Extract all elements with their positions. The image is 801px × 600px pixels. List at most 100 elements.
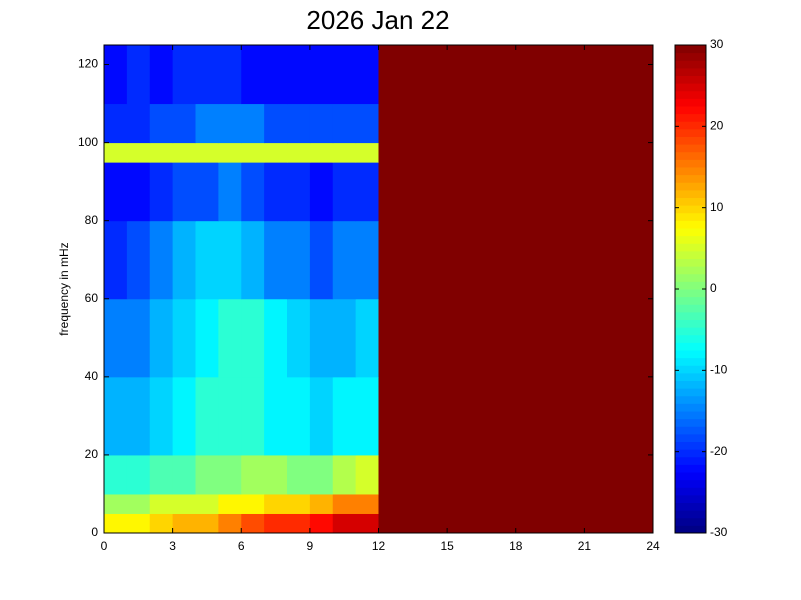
heatmap-cell <box>378 142 402 163</box>
heatmap-cell <box>401 493 425 514</box>
colorbar-swatch <box>675 98 706 107</box>
heatmap-cell <box>607 103 631 144</box>
heatmap-cell <box>607 220 631 300</box>
heatmap-cell <box>172 220 196 300</box>
heatmap-cell <box>561 45 585 105</box>
heatmap-cell <box>218 298 242 378</box>
heatmap-cell <box>492 103 517 144</box>
heatmap-cell <box>630 454 654 495</box>
colorbar-swatch <box>675 228 706 237</box>
colorbar-swatch <box>675 250 706 259</box>
colorbar-swatch <box>675 90 706 99</box>
colorbar-tick-label: -20 <box>710 444 728 458</box>
heatmap-cell <box>218 376 242 456</box>
x-tick-label: 6 <box>238 539 245 553</box>
heatmap-cell <box>470 142 494 163</box>
heatmap-cell <box>607 298 631 378</box>
colorbar-tick-label: 20 <box>710 119 724 133</box>
heatmap-cell <box>287 298 311 378</box>
heatmap-cell <box>584 220 608 300</box>
heatmap-cell <box>309 162 334 222</box>
heatmap-cell <box>401 162 425 222</box>
colorbar-swatch <box>675 159 706 168</box>
colorbar-swatch <box>675 449 706 458</box>
colorbar-swatch <box>675 189 706 198</box>
heatmap-cell <box>332 142 357 163</box>
heatmap-cell <box>332 298 357 378</box>
heatmap-cell <box>607 493 631 514</box>
colorbar-swatch <box>675 281 706 290</box>
heatmap-cell <box>264 103 288 144</box>
heatmap-cell <box>424 493 448 514</box>
heatmap-cell <box>515 103 540 144</box>
x-tick-label: 24 <box>646 539 660 553</box>
heatmap-cell <box>332 45 357 105</box>
heatmap-cell <box>149 376 174 456</box>
heatmap-cell <box>172 298 196 378</box>
colorbar-swatch <box>675 479 706 488</box>
heatmap-cell <box>607 376 631 456</box>
colorbar-swatch <box>675 83 706 92</box>
colorbar-swatch <box>675 212 706 221</box>
colorbar-swatch <box>675 472 706 481</box>
heatmap-cell <box>378 376 402 456</box>
heatmap-cell <box>401 142 425 163</box>
heatmap-cell <box>241 376 265 456</box>
heatmap-cell <box>630 142 654 163</box>
heatmap-cell <box>492 454 517 495</box>
heatmap-cell <box>195 513 219 534</box>
heatmap-cell <box>515 513 540 534</box>
heatmap-cell <box>104 298 128 378</box>
heatmap-cell <box>447 142 471 163</box>
heatmap-cell <box>630 513 654 534</box>
heatmap-cell <box>172 493 196 514</box>
heatmap-cell <box>584 103 608 144</box>
heatmap-cell <box>104 162 128 222</box>
colorbar-swatch <box>675 411 706 420</box>
heatmap-cell <box>104 220 128 300</box>
heatmap-cell <box>126 45 151 105</box>
y-tick-label: 20 <box>85 447 99 461</box>
colorbar-swatch <box>675 182 706 191</box>
heatmap-cell <box>401 513 425 534</box>
colorbar-swatch <box>675 327 706 336</box>
heatmap-cell <box>149 142 174 163</box>
heatmap-cell <box>309 376 334 456</box>
heatmap-cell <box>424 45 448 105</box>
heatmap-cell <box>287 513 311 534</box>
heatmap-cell <box>332 162 357 222</box>
colorbar-swatch <box>675 60 706 69</box>
heatmap-cell <box>309 493 334 514</box>
heatmap-cell <box>241 220 265 300</box>
colorbar-tick-label: 30 <box>710 37 724 51</box>
heatmap-cell <box>538 454 562 495</box>
colorbar-swatch <box>675 266 706 275</box>
heatmap-cell <box>149 103 174 144</box>
heatmap-cell <box>126 142 151 163</box>
heatmap-cell <box>561 376 585 456</box>
heatmap-cell <box>195 376 219 456</box>
colorbar-swatch <box>675 174 706 183</box>
heatmap-cell <box>584 454 608 495</box>
x-tick-label: 18 <box>509 539 523 553</box>
heatmap-cell <box>584 493 608 514</box>
heatmap-cell <box>287 103 311 144</box>
heatmap-cell <box>172 162 196 222</box>
heatmap-cell <box>126 513 151 534</box>
heatmap-cell <box>561 220 585 300</box>
heatmap-cell <box>172 376 196 456</box>
heatmap-cell <box>538 142 562 163</box>
heatmap-cell <box>584 45 608 105</box>
heatmap-cell <box>355 162 379 222</box>
colorbar-swatch <box>675 220 706 229</box>
heatmap-cell <box>492 45 517 105</box>
heatmap-cell <box>447 513 471 534</box>
heatmap-cell <box>607 513 631 534</box>
colorbar-swatch <box>675 75 706 84</box>
heatmap-cell <box>515 162 540 222</box>
heatmap-cell <box>195 220 219 300</box>
heatmap-cell <box>607 142 631 163</box>
heatmap-cell <box>630 162 654 222</box>
heatmap-cell <box>355 493 379 514</box>
heatmap-cell <box>195 454 219 495</box>
